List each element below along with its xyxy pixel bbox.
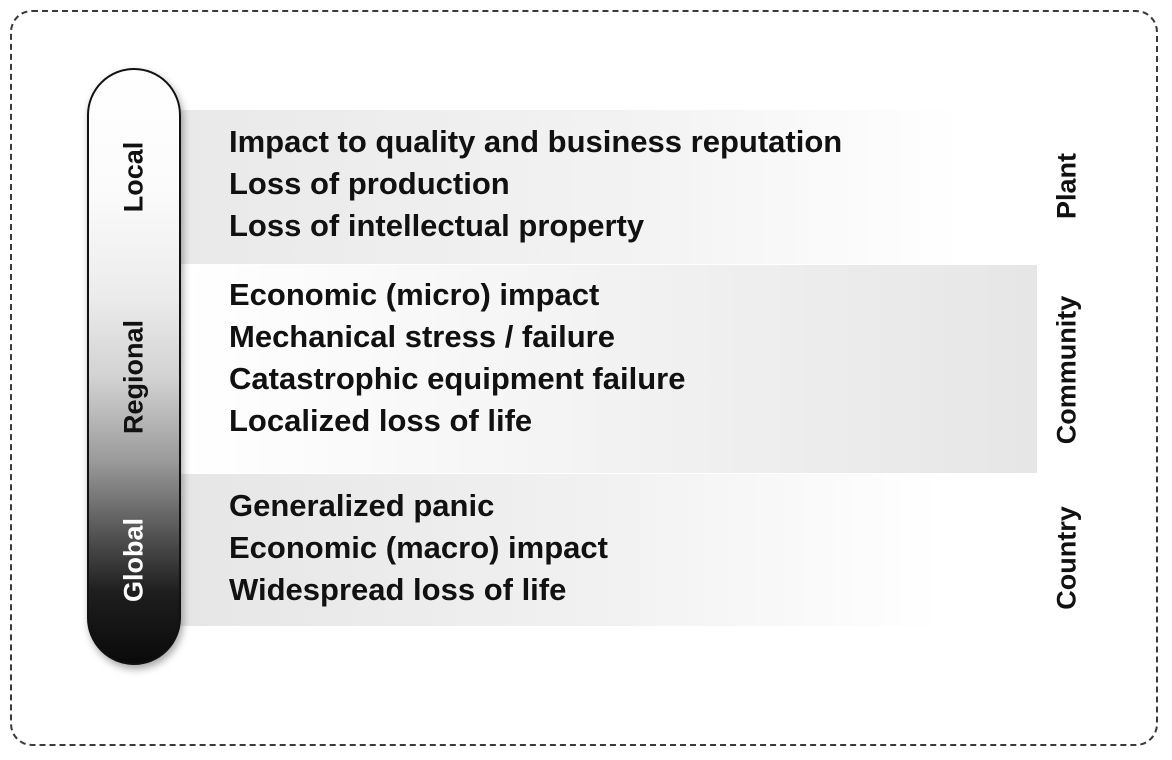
scale-label-regional: Regional <box>118 319 149 435</box>
list-item: Catastrophic equipment failure <box>229 361 686 396</box>
band-local <box>181 110 961 264</box>
scale-label-local: Local <box>118 141 149 213</box>
list-item: Mechanical stress / failure <box>229 319 615 354</box>
scale-label-global: Global <box>118 517 149 603</box>
list-item: Widespread loss of life <box>229 572 567 607</box>
scale-gradient-bar <box>87 68 181 665</box>
band-regional <box>181 265 1037 473</box>
band-global <box>181 474 941 626</box>
scope-label-plant: Plant <box>1051 152 1082 220</box>
diagram-frame <box>10 10 1158 746</box>
list-item: Loss of intellectual property <box>229 208 645 243</box>
list-item: Localized loss of life <box>229 403 533 438</box>
list-item: Loss of production <box>229 166 510 201</box>
impact-list-regional: Economic (micro) impact Mechanical stres… <box>229 274 685 442</box>
list-item: Economic (micro) impact <box>229 277 600 312</box>
list-item: Economic (macro) impact <box>229 530 608 565</box>
impact-list-global: Generalized panic Economic (macro) impac… <box>229 485 608 611</box>
list-item: Generalized panic <box>229 488 495 523</box>
scope-label-community: Community <box>1051 295 1082 445</box>
list-item: Impact to quality and business reputatio… <box>229 124 843 159</box>
impact-list-local: Impact to quality and business reputatio… <box>229 121 842 247</box>
scope-label-country: Country <box>1051 506 1082 610</box>
